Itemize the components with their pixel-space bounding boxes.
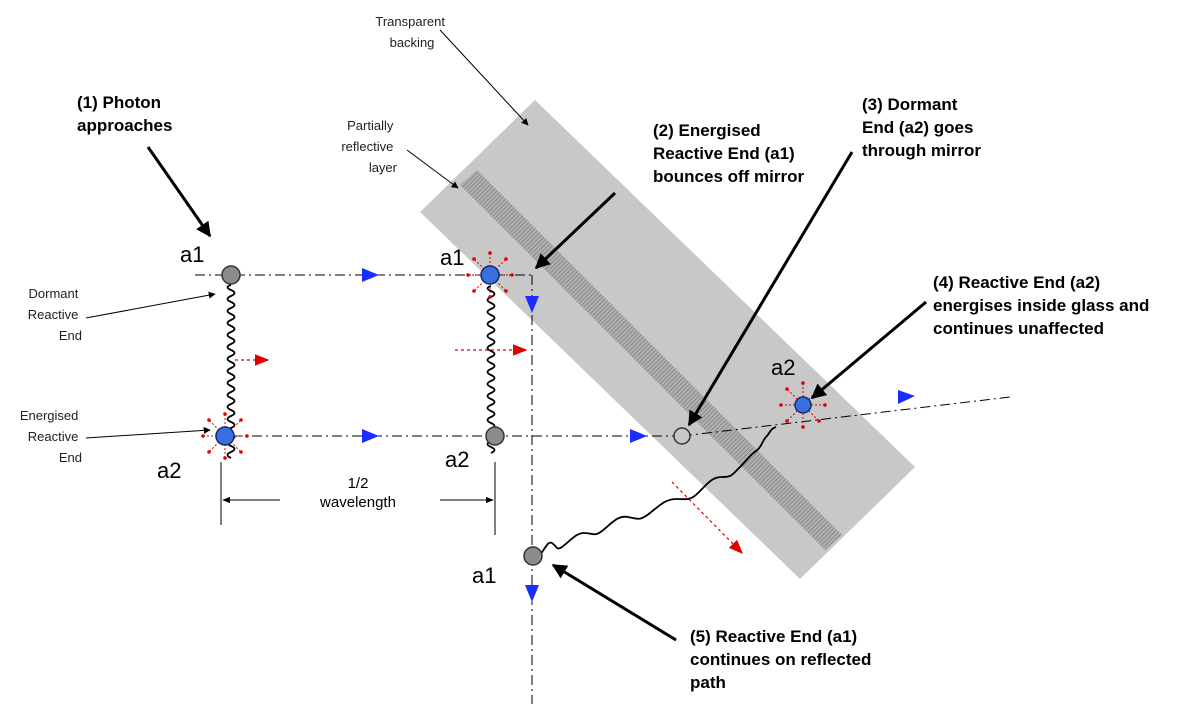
dormant-reactive-end-label: Dormant Reactive End <box>28 286 82 343</box>
label-a2-mirror: a2 <box>445 447 469 472</box>
mirror-glass <box>420 100 915 579</box>
step1-caption: (1) Photon approaches <box>77 93 172 135</box>
partially-reflective-layer <box>460 170 842 550</box>
energised-end-a1-mirror <box>480 265 500 285</box>
dormant-end-a2-mirror <box>485 426 505 446</box>
end-labels: a1 a2 a1 a2 a2 a1 <box>157 242 795 588</box>
energised-reactive-end-label: Energised Reactive End <box>20 408 82 465</box>
dimension-labels: 1/2 wavelength <box>319 475 396 511</box>
half-label: 1/2 <box>348 475 369 492</box>
step3-caption: (3) Dormant End (a2) goes through mirror <box>862 95 981 160</box>
dormant-end-a2-entry <box>673 427 691 445</box>
label-a2-glass: a2 <box>771 355 795 380</box>
label-a1-reflected: a1 <box>472 563 496 588</box>
label-a1-start: a1 <box>180 242 204 267</box>
wavelength-label: wavelength <box>319 494 396 511</box>
reflected-end-a1 <box>523 546 543 566</box>
dormant-end-a1-start <box>221 265 241 285</box>
callout-arrows <box>146 146 927 642</box>
label-a1-mirror: a1 <box>440 245 464 270</box>
label-a2-start: a2 <box>157 458 181 483</box>
thin-leaders <box>85 29 529 439</box>
reactive-ends <box>200 250 828 566</box>
step4-caption: (4) Reactive End (a2) energises inside g… <box>933 273 1154 338</box>
energised-end-a2-glass <box>794 396 812 414</box>
partially-reflective-label: Partially reflective layer <box>341 118 397 175</box>
transparent-backing-label: Transparent backing <box>375 14 448 50</box>
energised-end-a2-start <box>215 426 235 446</box>
step5-caption: (5) Reactive End (a1) continues on refle… <box>690 627 876 692</box>
half-wavelength-dimension <box>220 462 496 535</box>
small-labels: Transparent backing Partially reflective… <box>20 14 448 465</box>
motion-arrows <box>235 344 744 555</box>
flow-arrows <box>362 268 915 602</box>
step2-caption: (2) Energised Reactive End (a1) bounces … <box>653 121 805 186</box>
step-captions: (1) Photon approaches (2) Energised Reac… <box>77 93 1154 692</box>
